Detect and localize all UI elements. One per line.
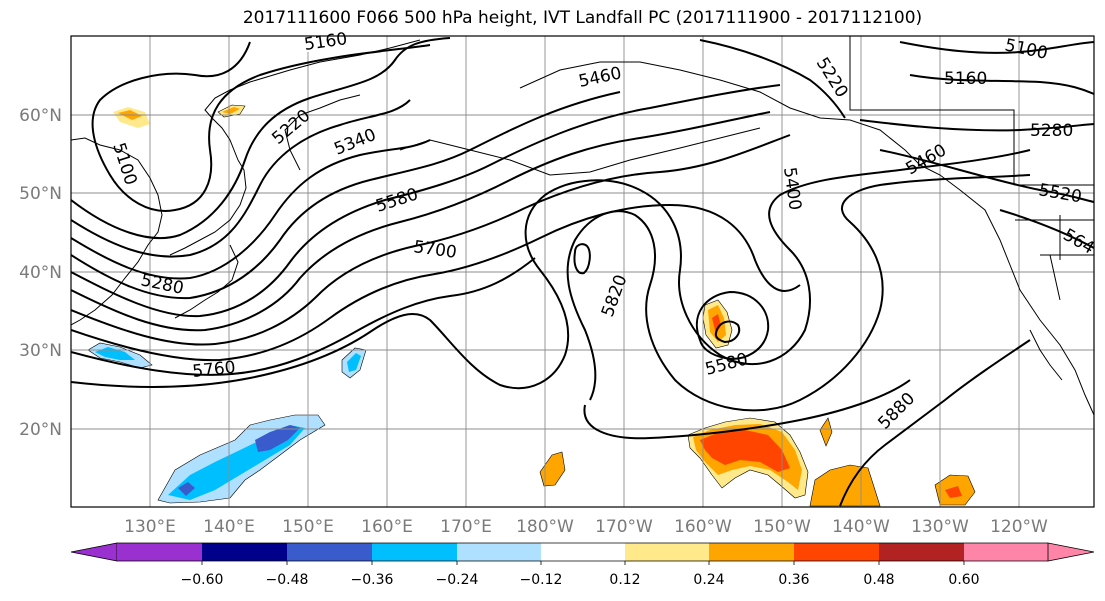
ivt-shading bbox=[87, 104, 976, 507]
polar-boundary bbox=[849, 36, 1015, 185]
longitude-label: 180°W bbox=[516, 517, 574, 537]
contour-line bbox=[71, 37, 451, 239]
colorbar: −0.60 −0.48 −0.36 −0.24 −0.12 0.12 0.24 … bbox=[70, 542, 1095, 588]
contour-label: 5280 bbox=[1030, 121, 1073, 141]
ivt-negative-region bbox=[178, 482, 195, 496]
colorbar-tick-label: 0.12 bbox=[609, 572, 640, 588]
colorbar-segment bbox=[287, 543, 372, 561]
colorbar-tick-label: 0.36 bbox=[778, 572, 809, 588]
contour-line bbox=[859, 119, 1094, 132]
contour-line bbox=[573, 243, 591, 275]
colorbar-segment bbox=[794, 543, 879, 561]
latitude-label: 50°N bbox=[19, 184, 62, 204]
contour-line bbox=[71, 203, 801, 362]
colorbar-tick-label: −0.12 bbox=[520, 572, 563, 588]
contour-line bbox=[71, 149, 1031, 390]
latitude-label: 20°N bbox=[19, 420, 62, 440]
longitude-label: 170°W bbox=[595, 517, 653, 537]
contour-line bbox=[71, 84, 781, 318]
longitude-label: 150°E bbox=[282, 517, 334, 537]
alaska-coastline bbox=[519, 61, 921, 166]
baja-coastline bbox=[1029, 329, 1063, 381]
contour-line bbox=[839, 339, 1031, 507]
kamchatka-coastline bbox=[204, 39, 421, 161]
latitude-label: 30°N bbox=[19, 341, 62, 361]
ivt-positive-region bbox=[809, 464, 881, 507]
contour-label: 5160 bbox=[944, 69, 987, 89]
longitude-label: 150°W bbox=[753, 517, 811, 537]
ivt-positive-region bbox=[819, 417, 833, 447]
longitude-label: 140°E bbox=[203, 517, 255, 537]
colorbar-segment bbox=[457, 543, 541, 561]
longitude-label: 130°E bbox=[124, 517, 176, 537]
colorbar-segment bbox=[202, 543, 287, 561]
colorbar-tick-label: 0.60 bbox=[948, 572, 979, 588]
ivt-positive-region bbox=[712, 314, 721, 334]
korea-japan-coastline bbox=[169, 159, 247, 319]
contour-line bbox=[71, 139, 431, 280]
contour-line bbox=[714, 320, 741, 344]
colorbar-tick-label: −0.24 bbox=[436, 572, 479, 588]
colorbar-tick-label: 0.48 bbox=[863, 572, 894, 588]
map-frame bbox=[70, 35, 1095, 508]
longitude-axis: 130°E 140°E 150°E 160°E 170°E 180°W 170°… bbox=[124, 517, 1048, 537]
contour-line bbox=[566, 174, 1031, 412]
colorbar-segment bbox=[117, 543, 202, 561]
contour-line bbox=[71, 111, 771, 332]
ivt-negative-region bbox=[347, 353, 361, 372]
contour-line bbox=[71, 134, 791, 346]
longitude-label: 160°W bbox=[674, 517, 732, 537]
ivt-positive-region bbox=[222, 107, 240, 114]
us-state-lines bbox=[1015, 215, 1094, 301]
contour-line bbox=[699, 39, 846, 119]
height-contours bbox=[71, 37, 1094, 507]
colorbar-tick-label: −0.48 bbox=[266, 572, 309, 588]
coastlines bbox=[71, 36, 1094, 416]
latitude-label: 40°N bbox=[19, 263, 62, 283]
contour-line bbox=[91, 41, 431, 212]
contour-line bbox=[583, 379, 911, 440]
asia-coastline bbox=[71, 137, 163, 326]
contour-line bbox=[899, 41, 1094, 54]
colorbar-segment bbox=[879, 543, 964, 561]
ivt-positive-region bbox=[700, 430, 790, 472]
longitude-label: 140°W bbox=[832, 517, 890, 537]
contour-line bbox=[879, 149, 1094, 203]
contour-line bbox=[695, 290, 770, 360]
longitude-label: 120°W bbox=[990, 517, 1048, 537]
colorbar-segment bbox=[625, 543, 709, 561]
colorbar-segment bbox=[541, 543, 625, 561]
contour-line bbox=[71, 91, 621, 300]
map-background bbox=[71, 36, 1094, 507]
contour-line bbox=[909, 74, 1094, 95]
contour-line bbox=[71, 99, 411, 258]
ivt-positive-region bbox=[539, 451, 566, 487]
contour-line bbox=[999, 209, 1094, 249]
colorbar-tick-label: −0.60 bbox=[181, 572, 224, 588]
colorbar-tick-label: −0.36 bbox=[351, 572, 394, 588]
ivt-negative-region bbox=[255, 425, 300, 452]
longitude-label: 130°W bbox=[911, 517, 969, 537]
colorbar-segment bbox=[709, 543, 794, 561]
latitude-axis: 60°N 50°N 40°N 30°N 20°N bbox=[19, 106, 62, 440]
colorbar-extend-max bbox=[1047, 542, 1095, 562]
contour-label: 5760 bbox=[191, 358, 236, 382]
aleutian-islands bbox=[399, 127, 761, 176]
colorbar-tick-label: 0.24 bbox=[693, 572, 724, 588]
contour-line bbox=[71, 257, 536, 376]
colorbar-segment bbox=[964, 543, 1048, 561]
latitude-label: 60°N bbox=[19, 106, 62, 126]
longitude-label: 160°E bbox=[361, 517, 413, 537]
north-america-coastline bbox=[919, 164, 1094, 416]
longitude-label: 170°E bbox=[440, 517, 492, 537]
gridlines bbox=[71, 36, 1094, 507]
colorbar-extend-min bbox=[70, 542, 118, 562]
ivt-positive-region bbox=[945, 486, 962, 498]
colorbar-segment bbox=[372, 543, 457, 561]
map-title: 2017111600 F066 500 hPa height, IVT Land… bbox=[242, 8, 923, 28]
